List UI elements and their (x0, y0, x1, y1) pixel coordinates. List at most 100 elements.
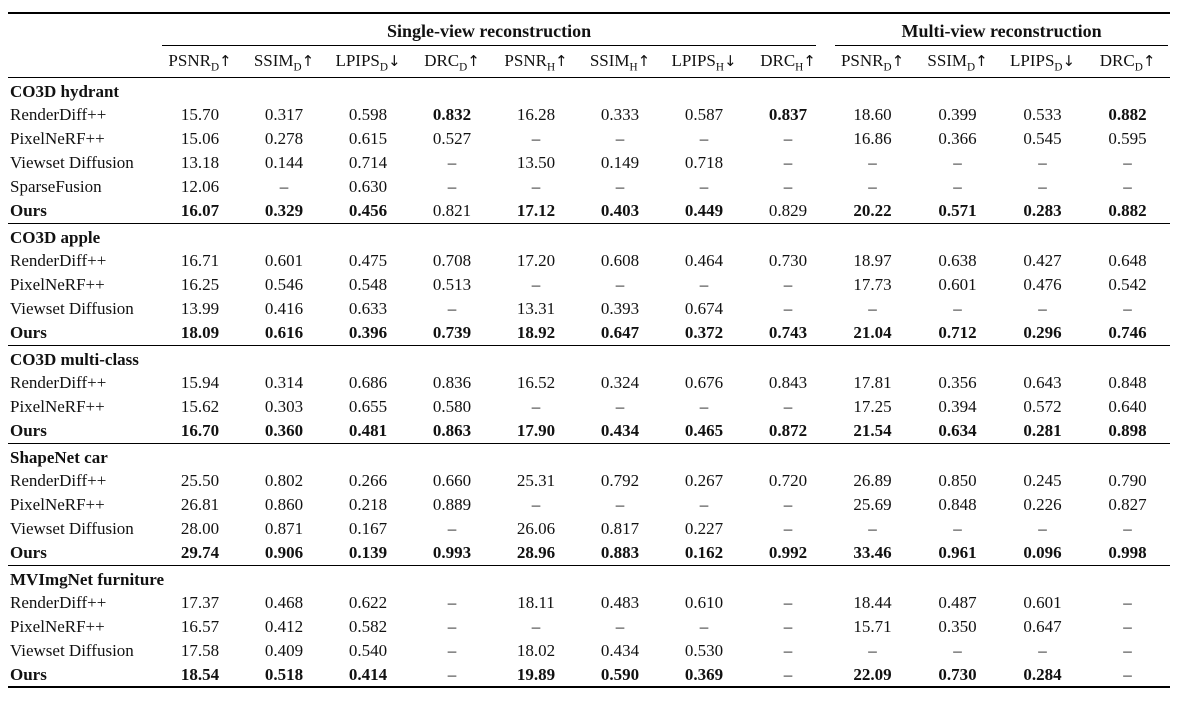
metric-value: 0.676 (684, 373, 724, 392)
metric-value: – (531, 177, 541, 196)
metric-value: 0.434 (600, 641, 640, 660)
metric-value: – (783, 153, 793, 172)
metric-value: 13.99 (180, 299, 220, 318)
metric-value: 0.542 (1108, 275, 1147, 294)
method-name: Ours (10, 542, 47, 562)
metric-value: 25.50 (180, 471, 220, 490)
metric-value: 0.790 (1108, 471, 1147, 490)
metric-value: 0.601 (1023, 593, 1062, 612)
metric-value: 0.961 (938, 542, 977, 562)
metric-value: 18.09 (180, 322, 220, 342)
metric-value: 15.62 (180, 397, 220, 416)
metric-value: 21.54 (853, 420, 892, 440)
metric-value: 0.598 (348, 105, 388, 124)
metric-value: 0.860 (264, 495, 304, 514)
metric-name: LPIPS (671, 51, 716, 71)
metric-value: 0.266 (348, 471, 388, 490)
metric-value: – (1123, 299, 1132, 318)
metric-value: 18.02 (516, 641, 556, 660)
table-row: PixelNeRF++ 15.06 0.278 0.615 0.527 – – – – 16.86… (8, 127, 1170, 151)
metric-value: – (953, 177, 962, 196)
metric-subscript: H (795, 61, 804, 74)
table-row: Ours 16.07 0.329 0.456 0.821 17.12 0.403 0.449 0… (8, 199, 1170, 223)
metric-value: – (783, 664, 793, 684)
metric-value: 13.18 (180, 153, 220, 172)
metric-value: – (447, 641, 457, 660)
group-header-row: Single-view reconstruction Multi-view rec… (8, 13, 1170, 46)
metric-header: PSNRH↑ (494, 46, 578, 77)
metric-value: 0.281 (1023, 420, 1062, 440)
metric-value: 0.712 (938, 322, 977, 342)
metric-value: 0.572 (1023, 397, 1062, 416)
metric-value: – (615, 177, 625, 196)
metric-value: – (615, 129, 625, 148)
group-header-label: Multi-view reconstruction (901, 21, 1102, 41)
metric-value: – (1123, 641, 1132, 660)
metric-value: 0.468 (264, 593, 304, 612)
metric-value: 0.456 (348, 200, 388, 220)
metric-value: – (447, 177, 457, 196)
metric-value: – (615, 495, 625, 514)
metric-value: 0.655 (348, 397, 388, 416)
metric-value: 17.90 (516, 420, 556, 440)
metric-value: – (783, 495, 793, 514)
metric-subscript: D (967, 61, 976, 74)
metric-value: 16.52 (516, 373, 556, 392)
metric-subscript: D (1134, 61, 1143, 74)
table-row: Viewset Diffusion 13.18 0.144 0.714 – 13.50 0.… (8, 151, 1170, 175)
metric-value: 0.863 (432, 420, 472, 440)
method-name: Ours (10, 322, 47, 342)
metric-value: 28.00 (180, 519, 220, 538)
metric-value: – (1038, 177, 1047, 196)
metric-value: 15.06 (180, 129, 220, 148)
metric-value: 16.86 (853, 129, 892, 148)
metric-value: 0.356 (938, 373, 977, 392)
arrow-up-icon: ↑ (467, 52, 480, 71)
metric-value: – (531, 397, 541, 416)
method-name: RenderDiff++ (10, 251, 107, 270)
metric-value: – (783, 519, 793, 538)
metric-name: DRC (1099, 51, 1135, 71)
metric-name: SSIM (589, 51, 630, 71)
metric-value: 0.540 (348, 641, 388, 660)
metric-value: 0.595 (1108, 129, 1147, 148)
metric-value: – (1123, 177, 1132, 196)
metric-value: – (615, 397, 625, 416)
group-header-rule: Single-view reconstruction (162, 19, 817, 46)
metric-subscript: D (1054, 61, 1063, 74)
metric-value: 0.245 (1023, 471, 1062, 490)
metric-value: 0.633 (348, 299, 388, 318)
arrow-down-icon: ↓ (1062, 52, 1076, 71)
method-name: Viewset Diffusion (10, 299, 134, 318)
metric-value: 0.674 (684, 299, 724, 318)
metric-value: – (783, 397, 793, 416)
metric-value: 0.992 (768, 542, 808, 562)
metric-value: 17.73 (853, 275, 892, 294)
metric-name: LPIPS (1010, 51, 1055, 71)
table-row: PixelNeRF++ 16.25 0.546 0.548 0.513 – – – – 17.73… (8, 273, 1170, 297)
metric-header: LPIPSD↓ (1000, 46, 1085, 77)
metric-value: 15.70 (180, 105, 220, 124)
metric-value: 0.283 (1023, 200, 1062, 220)
table-row: Viewset Diffusion 13.99 0.416 0.633 – 13.31 0.… (8, 297, 1170, 321)
section-title: CO3D apple (10, 227, 101, 247)
metric-value: – (868, 519, 877, 538)
metric-value: 0.648 (1108, 251, 1147, 270)
metric-value: 17.20 (516, 251, 556, 270)
method-name: PixelNeRF++ (10, 397, 105, 416)
metric-value: 13.31 (516, 299, 556, 318)
metric-value: – (447, 519, 457, 538)
metric-value: 0.546 (264, 275, 304, 294)
metric-value: 16.71 (180, 251, 220, 270)
metric-value: – (447, 153, 457, 172)
metric-value: 0.616 (264, 322, 304, 342)
metric-value: 0.475 (348, 251, 388, 270)
table-section: ShapeNet car RenderDiff++ 25.50 0.802 0.266 0… (8, 443, 1171, 565)
metric-value: 0.227 (684, 519, 724, 538)
method-name: RenderDiff++ (10, 373, 107, 392)
metric-value: 0.372 (684, 322, 724, 342)
metric-value: 0.802 (264, 471, 304, 490)
metric-value: 0.317 (264, 105, 304, 124)
metric-name: PSNR (168, 51, 211, 71)
metric-value: 0.608 (600, 251, 640, 270)
